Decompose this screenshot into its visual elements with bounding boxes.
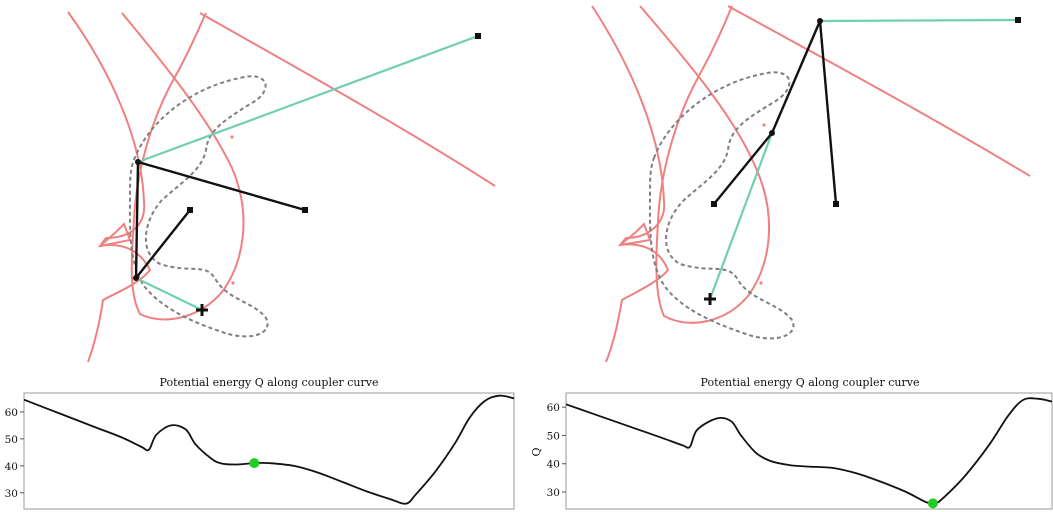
energy-curve	[565, 397, 1053, 505]
y-tick-label: 50	[547, 430, 560, 442]
singular-curve-cusp	[99, 222, 132, 247]
singular-dot	[231, 281, 235, 285]
singular-dot	[762, 123, 766, 127]
singular-curve-diagonal	[199, 12, 496, 187]
linkage-bar	[135, 209, 191, 279]
linkage-bar	[137, 160, 306, 212]
coupler-bar-lower	[708, 132, 774, 300]
fixed-pivot	[187, 207, 193, 213]
y-tick-label: 40	[5, 461, 18, 473]
energy-chart-right: Potential energy Q along coupler curve Q…	[530, 376, 1053, 510]
linkage-bar	[818, 20, 838, 205]
coupler-curve	[648, 71, 795, 340]
joint	[769, 130, 775, 136]
joint	[133, 275, 139, 281]
fixed-pivot	[833, 201, 839, 207]
linkage-bar	[713, 132, 773, 205]
fixed-pivot	[302, 207, 308, 213]
singular-dot	[230, 135, 234, 139]
y-tick-label: 50	[5, 434, 18, 446]
fixed-pivot	[711, 201, 717, 207]
coupler-bar-lower	[135, 277, 203, 311]
coupler-bar-upper	[137, 34, 479, 164]
energy-curve	[23, 394, 515, 505]
current-energy-point	[927, 498, 938, 509]
singular-dot	[759, 281, 763, 285]
singular-curve-diagonal	[727, 5, 1031, 177]
y-tick-label: 60	[5, 407, 18, 419]
joint	[817, 18, 823, 24]
current-energy-point	[249, 458, 260, 469]
coupler-bar-upper	[819, 18, 1019, 23]
plot-frame	[565, 392, 1053, 510]
y-ticks: 30 40 50 60	[547, 402, 566, 499]
y-tick-label: 30	[5, 488, 18, 500]
left-mechanism-diagram	[67, 11, 496, 363]
linkage-bar	[770, 20, 822, 134]
fixed-pivot	[475, 33, 481, 39]
coupler-point-marker	[196, 304, 208, 316]
singular-curve-cusp	[619, 222, 652, 246]
singular-curve-inner-loop	[639, 5, 771, 324]
energy-chart-left: Potential energy Q along coupler curve 3…	[5, 376, 515, 510]
y-tick-label: 30	[547, 487, 560, 499]
right-mechanism-diagram	[591, 5, 1031, 363]
y-axis-label: Q	[530, 447, 543, 456]
y-tick-label: 60	[547, 402, 560, 414]
singular-curve-inner-loop	[121, 12, 245, 321]
linkage-bar	[134, 161, 140, 279]
y-tick-label: 40	[547, 459, 560, 471]
coupler-point-marker	[704, 293, 716, 305]
joint	[135, 159, 141, 165]
singular-curve-outer-left	[591, 5, 670, 363]
chart-title: Potential energy Q along coupler curve	[701, 376, 920, 389]
plot-frame	[23, 392, 515, 510]
y-ticks: 30 40 50 60	[5, 407, 24, 500]
chart-title: Potential energy Q along coupler curve	[160, 376, 379, 389]
coupler-curve	[128, 75, 269, 338]
fixed-pivot	[1015, 17, 1021, 23]
